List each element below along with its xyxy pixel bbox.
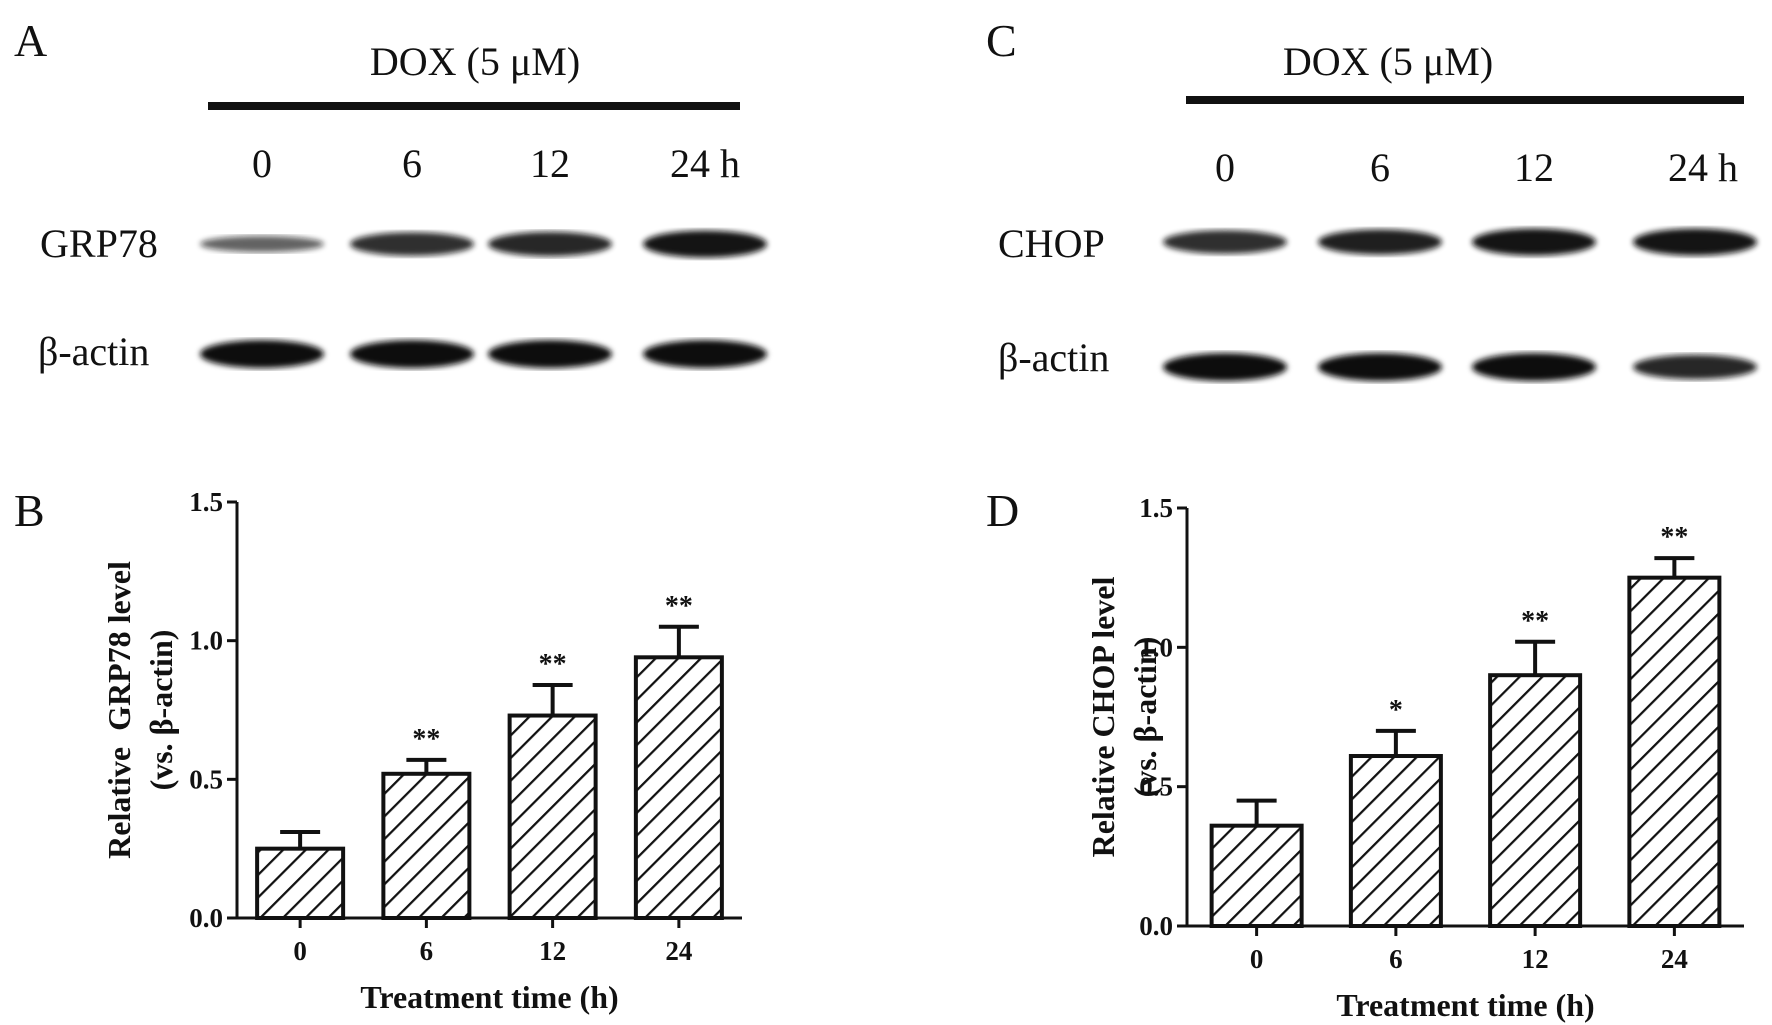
y-axis-label: Relative GRP78 level	[101, 561, 137, 859]
blot-band	[643, 340, 767, 368]
bar	[1488, 673, 1583, 929]
bar	[381, 771, 472, 921]
blot-band	[1318, 353, 1442, 381]
lane-label: 24 h	[670, 141, 740, 186]
y-tick-label: 1.5	[1139, 493, 1173, 523]
bar	[1209, 823, 1304, 928]
y-tick-label: 0.0	[1139, 911, 1173, 941]
lane-label: 6	[402, 141, 422, 186]
blot-band	[1633, 228, 1757, 256]
y-tick-label: 1.0	[189, 626, 223, 656]
blot-band	[200, 235, 324, 253]
blot-band	[488, 231, 612, 257]
significance-marker: **	[665, 591, 693, 622]
protein-label-grp78: GRP78	[40, 221, 158, 266]
protein-label-beta-actin: β-actin	[998, 335, 1110, 380]
x-tick-label: 0	[293, 936, 307, 966]
x-tick-label: 12	[539, 936, 566, 966]
panel-label-c: C	[986, 15, 1017, 66]
blot-band	[200, 340, 324, 368]
blot-band	[350, 232, 474, 256]
y-axis-label: Relative CHOP level	[1085, 576, 1121, 857]
blot-band	[1472, 353, 1596, 381]
treatment-label: DOX (5 μM)	[369, 39, 581, 84]
bar	[1627, 575, 1722, 929]
blot-band	[1633, 354, 1757, 380]
significance-marker: **	[1660, 522, 1688, 553]
x-tick-label: 24	[1661, 944, 1688, 974]
y-tick-label: 1.0	[1139, 632, 1173, 662]
x-axis-label: Treatment time (h)	[1336, 987, 1594, 1023]
blot-band	[1163, 353, 1287, 381]
panel-label-a: A	[14, 15, 48, 66]
x-tick-label: 6	[1389, 944, 1403, 974]
treatment-bar	[208, 102, 740, 110]
protein-label-beta-actin: β-actin	[38, 329, 150, 374]
x-tick-label: 0	[1250, 944, 1264, 974]
blot-band	[488, 340, 612, 368]
significance-marker: **	[539, 649, 567, 680]
y-axis-label-secondary: (vs. β-actin)	[143, 630, 179, 791]
bar	[1348, 754, 1443, 928]
blot-band	[350, 340, 474, 368]
x-tick-label: 12	[1522, 944, 1549, 974]
x-axis-label: Treatment time (h)	[360, 979, 618, 1015]
lane-label: 0	[252, 141, 272, 186]
y-tick-label: 0.0	[189, 903, 223, 933]
significance-marker: **	[412, 724, 440, 755]
significance-marker: *	[1389, 695, 1403, 726]
lane-label: 24 h	[1668, 145, 1738, 190]
panel-label-b: B	[14, 485, 45, 536]
y-tick-label: 0.5	[189, 764, 223, 794]
lane-label: 6	[1370, 145, 1390, 190]
x-tick-label: 6	[420, 936, 434, 966]
blot-band	[1318, 229, 1442, 255]
y-tick-label: 0.5	[1139, 772, 1173, 802]
blot-band	[1472, 228, 1596, 256]
treatment-label: DOX (5 μM)	[1282, 39, 1494, 84]
y-tick-label: 1.5	[189, 487, 223, 517]
y-axis-label-secondary: (vs. β-actin)	[1127, 637, 1163, 798]
blot-band	[643, 230, 767, 258]
lane-label: 12	[530, 141, 570, 186]
significance-marker: **	[1521, 606, 1549, 637]
treatment-bar	[1186, 96, 1744, 104]
blot-band	[1163, 230, 1287, 254]
protein-label-chop: CHOP	[998, 221, 1105, 266]
x-tick-label: 24	[665, 936, 692, 966]
lane-label: 0	[1215, 145, 1235, 190]
panel-label-d: D	[986, 485, 1020, 536]
lane-label: 12	[1514, 145, 1554, 190]
